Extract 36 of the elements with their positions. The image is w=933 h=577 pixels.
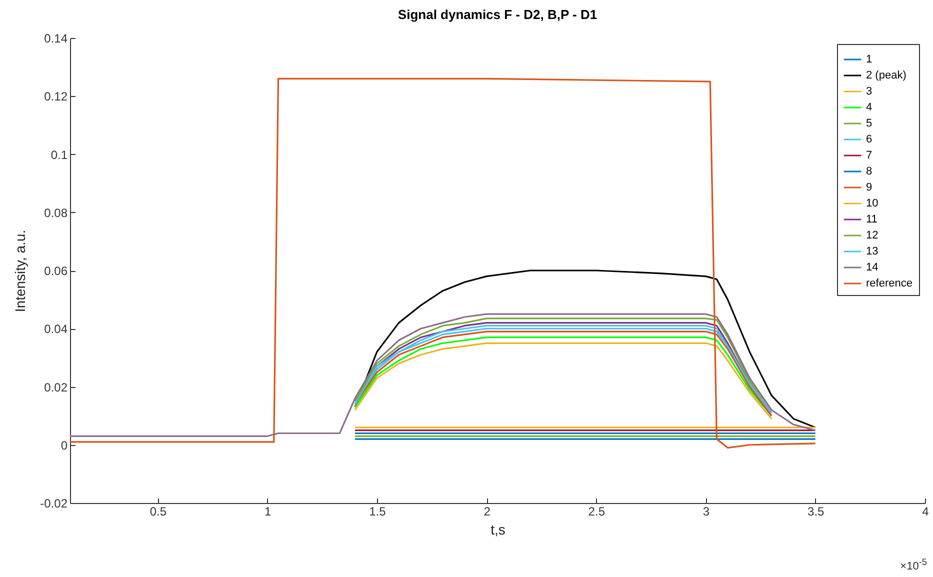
y-axis-title: Intensity, a.u.: [12, 230, 28, 312]
legend-label: 14: [866, 262, 878, 274]
chart-title: Signal dynamics F - D2, B,P - D1: [398, 7, 598, 22]
legend-label: 4: [866, 102, 872, 114]
legend-label: 6: [866, 134, 872, 146]
legend-label: 11: [866, 214, 878, 226]
y-tick-label: 0.12: [44, 90, 68, 104]
y-tick-label: 0.14: [44, 32, 68, 46]
legend-label: 7: [866, 150, 872, 162]
y-tick-label: -0.02: [40, 496, 68, 510]
legend-label: 9: [866, 182, 872, 194]
x-axis-title: t,s: [490, 522, 506, 538]
x-tick-label: 3.5: [808, 504, 825, 518]
legend-label: 10: [866, 198, 878, 210]
y-tick-label: 0.08: [44, 206, 68, 220]
legend-label: 13: [866, 246, 878, 258]
legend-label: 12: [866, 230, 878, 242]
legend-label: 2 (peak): [866, 70, 906, 82]
x-tick-label: 1: [264, 504, 272, 518]
y-tick-label: 0.02: [44, 380, 68, 394]
x-tick-label: 1.5: [369, 504, 386, 518]
legend-label: reference: [866, 278, 912, 290]
legend-label: 1: [866, 54, 872, 66]
legend-label: 3: [866, 86, 872, 98]
y-tick-label: 0.04: [44, 322, 68, 336]
x-tick-label: 3: [702, 504, 710, 518]
x-tick-label: 2: [484, 504, 491, 518]
y-tick-label: 0.06: [44, 264, 68, 278]
legend-label: 5: [866, 118, 872, 130]
y-tick-label: 0.1: [50, 148, 68, 162]
x-tick-label: 0.5: [150, 504, 167, 518]
x-tick-label: 2.5: [588, 504, 606, 518]
legend-label: 8: [866, 166, 872, 178]
x-tick-label: 4: [922, 504, 930, 518]
y-tick-label: 0: [60, 438, 68, 452]
text: ×10$^{-5}$: [900, 557, 927, 573]
